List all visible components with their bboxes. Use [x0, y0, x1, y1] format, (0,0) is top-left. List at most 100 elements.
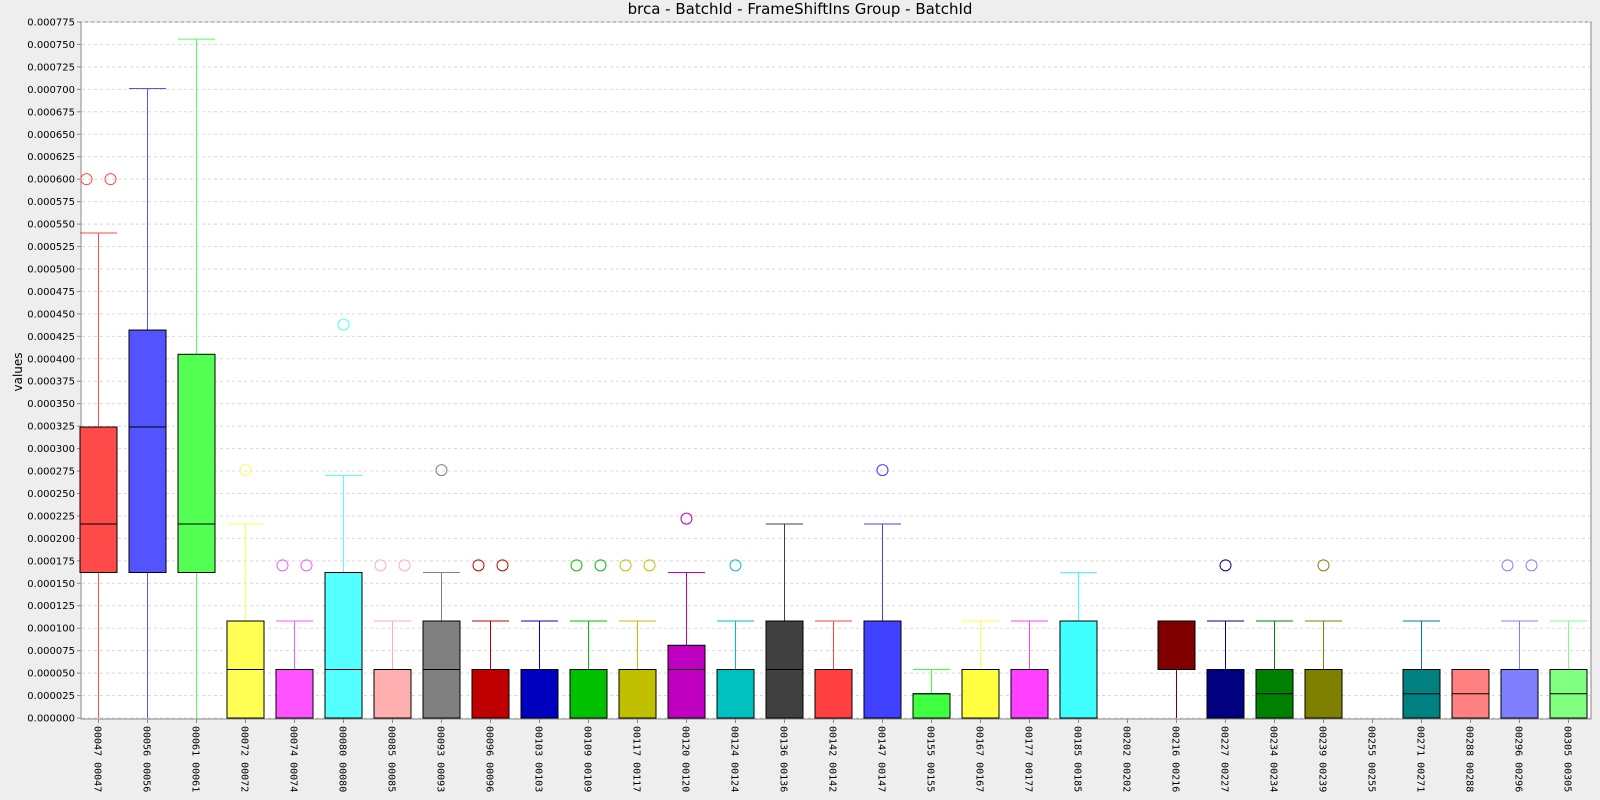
x-tick-label: 00072 00072	[239, 726, 250, 792]
outlier-point	[729, 559, 742, 572]
outlier-point	[1525, 559, 1538, 572]
box	[1059, 620, 1098, 719]
box	[324, 572, 363, 719]
x-tick-label: 00096 00096	[484, 726, 495, 792]
boxes	[79, 38, 1588, 719]
y-tick-label: 0.000400	[27, 354, 75, 365]
box-group	[667, 512, 706, 719]
outlier-point	[374, 559, 387, 572]
y-tick-label: 0.000575	[27, 197, 75, 208]
outlier-point	[680, 512, 693, 525]
x-axis: 00047 00047 00056 00056 00061 00061 00072 0…	[92, 719, 1573, 792]
box-group	[79, 173, 118, 718]
box-group	[1549, 620, 1588, 719]
box-group	[520, 620, 559, 719]
box	[79, 426, 118, 574]
x-tick-label: 00142 00142	[827, 726, 838, 792]
outlier-point	[570, 559, 583, 572]
y-tick-label: 0.000025	[27, 691, 75, 702]
box	[667, 644, 706, 719]
box	[520, 669, 559, 719]
x-tick-label: 00227 00227	[1219, 726, 1230, 792]
box-group	[961, 620, 1000, 719]
box	[128, 329, 167, 574]
y-tick-label: 0.000475	[27, 287, 75, 298]
x-tick-label: 00202 00202	[1121, 726, 1132, 792]
outlier-point	[1501, 559, 1514, 572]
y-tick-label: 0.000175	[27, 556, 75, 567]
x-tick-label: 00061 00061	[190, 726, 201, 792]
y-tick-label: 0.000725	[27, 62, 75, 73]
box-group	[128, 87, 167, 718]
outlier-point	[300, 559, 313, 572]
y-tick-label: 0.000500	[27, 264, 75, 275]
x-tick-label: 00056 00056	[141, 726, 152, 792]
box-group	[373, 559, 412, 719]
y-tick-label: 0.000100	[27, 624, 75, 635]
y-tick-label: 0.000150	[27, 579, 75, 590]
box	[961, 669, 1000, 719]
y-tick-label: 0.000050	[27, 669, 75, 680]
y-tick-label: 0.000625	[27, 152, 75, 163]
outlier-point	[435, 464, 448, 477]
box-group	[422, 464, 461, 719]
box-group	[618, 559, 657, 719]
box	[177, 353, 216, 574]
box	[814, 669, 853, 719]
y-tick-label: 0.000700	[27, 85, 75, 96]
y-tick-label: 0.000750	[27, 40, 75, 51]
box	[716, 669, 755, 719]
x-tick-label: 00271 00271	[1415, 726, 1426, 792]
x-tick-label: 00074 00074	[288, 726, 299, 792]
outlier-point	[876, 464, 889, 477]
y-tick-label: 0.000550	[27, 220, 75, 231]
box	[1010, 669, 1049, 719]
box-group	[765, 523, 804, 719]
y-tick-label: 0.000600	[27, 175, 75, 186]
y-axis-label: values	[11, 352, 25, 391]
y-tick-label: 0.000650	[27, 130, 75, 141]
y-tick-label: 0.000325	[27, 422, 75, 433]
outlier-point	[80, 173, 93, 186]
box	[863, 620, 902, 719]
x-tick-label: 00296 00296	[1513, 726, 1524, 792]
x-tick-label: 00239 00239	[1317, 726, 1328, 792]
box-group	[716, 559, 755, 719]
x-tick-label: 00305 00305	[1562, 726, 1573, 792]
box-group	[814, 620, 853, 719]
box	[1206, 669, 1245, 719]
x-tick-label: 00080 00080	[337, 726, 348, 792]
y-tick-label: 0.000125	[27, 601, 75, 612]
x-tick-label: 00147 00147	[876, 726, 887, 792]
box	[1500, 669, 1539, 719]
y-tick-label: 0.000300	[27, 444, 75, 455]
y-tick-label: 0.000225	[27, 511, 75, 522]
box-group	[912, 669, 951, 719]
x-tick-label: 00136 00136	[778, 726, 789, 792]
x-tick-label: 00124 00124	[729, 726, 740, 792]
plot-area	[80, 21, 1592, 720]
x-tick-label: 00093 00093	[435, 726, 446, 792]
outlier-point	[239, 464, 252, 477]
box	[373, 669, 412, 719]
x-tick-label: 00288 00288	[1464, 726, 1475, 792]
box-group	[1206, 559, 1245, 719]
x-tick-label: 00103 00103	[533, 726, 544, 792]
outlier-point	[496, 559, 509, 572]
x-tick-label: 00234 00234	[1268, 726, 1279, 792]
x-tick-label: 00167 00167	[974, 726, 985, 792]
x-tick-label: 00085 00085	[386, 726, 397, 792]
box-group	[177, 38, 216, 718]
y-tick-label: 0.000525	[27, 242, 75, 253]
outlier-point	[643, 559, 656, 572]
y-tick-label: 0.000275	[27, 467, 75, 478]
box	[1157, 620, 1196, 671]
box-group	[1500, 559, 1539, 719]
x-tick-label: 00120 00120	[680, 726, 691, 792]
box-group	[569, 559, 608, 719]
box-group	[324, 318, 363, 719]
box	[618, 669, 657, 719]
outlier-point	[594, 559, 607, 572]
box-group	[863, 464, 902, 719]
x-tick-label: 00109 00109	[582, 726, 593, 792]
